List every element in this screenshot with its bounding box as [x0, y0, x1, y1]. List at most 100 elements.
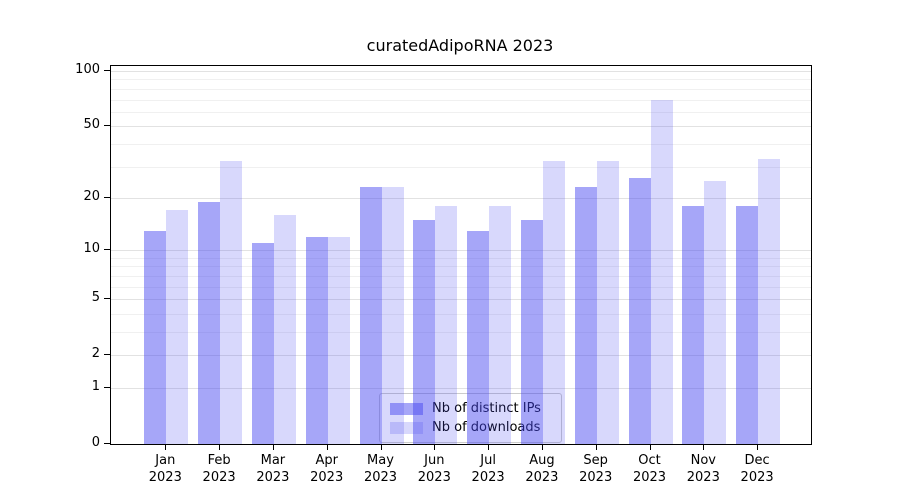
x-axis-label-line: Dec [744, 453, 770, 468]
bar-distinct-ips-apr [305, 236, 328, 444]
x-axis-tick [165, 444, 167, 450]
legend: Nb of distinct IPs Nb of downloads [379, 393, 562, 443]
x-axis-label-jul: Jul 2023 [458, 452, 518, 486]
y-axis-label-5: 5 [91, 290, 100, 306]
x-axis-label-line: 2023 [632, 470, 667, 485]
x-axis-label-line: Sep [583, 453, 608, 468]
y-axis-label-1: 1 [91, 379, 100, 394]
x-axis-tick [703, 444, 705, 450]
x-axis-tick [541, 444, 543, 450]
legend-swatch-distinct-ips [390, 402, 423, 415]
x-axis-label-line: Jul [480, 453, 496, 468]
x-axis-tick [649, 444, 651, 450]
y-axis-label-20: 20 [83, 188, 100, 204]
legend-label-downloads: Nb of downloads [432, 420, 541, 435]
bar-distinct-ips-sep [574, 187, 597, 444]
x-axis-label-line: Aug [529, 453, 555, 468]
x-axis-label-line: Oct [638, 453, 661, 468]
x-axis-tick [595, 444, 597, 450]
plot-area: Nb of distinct IPs Nb of downloads [110, 65, 812, 445]
bar-distinct-ips-may [359, 187, 382, 444]
x-axis-label-line: 2023 [579, 470, 613, 485]
bar-distinct-ips-oct [628, 177, 651, 444]
x-axis-tick [488, 444, 490, 450]
legend-label-distinct-ips: Nb of distinct IPs [432, 401, 541, 416]
x-axis-label-line: Jun [424, 453, 445, 468]
x-axis-tick [219, 444, 221, 450]
gridline-4 [111, 313, 811, 315]
legend-swatch-downloads [390, 421, 423, 434]
gridline-20 [111, 197, 811, 199]
legend-item-distinct-ips: Nb of distinct IPs [390, 400, 553, 417]
bar-distinct-ips-jan [144, 230, 167, 444]
bar-downloads-dec [758, 159, 781, 444]
gridline-30 [111, 166, 811, 168]
x-axis-label-may: May 2023 [351, 452, 411, 486]
x-axis-label-mar: Mar 2023 [243, 452, 303, 486]
bar-downloads-sep [596, 161, 619, 444]
y-axis-tick [104, 70, 111, 71]
gridline-2 [111, 355, 811, 357]
bar-downloads-mar [273, 215, 296, 444]
x-axis-tick [380, 444, 382, 450]
y-axis-tick [104, 354, 111, 356]
bar-downloads-oct [650, 99, 673, 444]
bar-distinct-ips-jul [467, 230, 490, 444]
gridline-10 [111, 250, 811, 252]
x-axis-label-line: 2023 [148, 470, 182, 485]
bar-downloads-jul [489, 206, 512, 444]
x-axis-label-line: Jan [155, 453, 176, 468]
y-axis-tick [104, 298, 111, 300]
y-axis-label-0: 0 [91, 435, 100, 450]
chart-title: curatedAdipoRNA 2023 [366, 36, 554, 55]
bar-distinct-ips-jun [413, 219, 436, 444]
x-axis-label-line: 2023 [310, 470, 344, 485]
y-axis-label-10: 10 [83, 241, 100, 257]
gridline-9 [111, 257, 811, 259]
bar-distinct-ips-dec [736, 206, 759, 444]
bar-downloads-feb [220, 161, 243, 444]
bar-downloads-aug [542, 161, 565, 444]
gridline-90 [111, 79, 811, 81]
x-axis-label-oct: Oct 2023 [620, 452, 680, 486]
gridline-1 [111, 388, 811, 389]
y-axis-label-50: 50 [83, 117, 100, 133]
gridline-7 [111, 275, 811, 277]
x-axis-label-line: 2023 [202, 470, 236, 485]
x-axis-tick [757, 444, 759, 450]
gridline-50 [111, 126, 811, 128]
y-axis-tick [104, 387, 111, 388]
gridline-70 [111, 99, 811, 101]
y-axis-label-100: 100 [75, 62, 100, 77]
y-axis-tick [104, 196, 111, 198]
bar-downloads-apr [327, 236, 350, 444]
x-axis-label-feb: Feb 2023 [189, 452, 249, 486]
x-axis-label-line: 2023 [740, 470, 774, 485]
gridline-60 [111, 111, 811, 113]
bar-distinct-ips-mar [251, 243, 274, 444]
x-axis-label-line: 2023 [256, 470, 290, 485]
gridline-40 [111, 143, 811, 145]
x-axis-label-line: Mar [260, 453, 286, 468]
x-axis-tick [326, 444, 328, 450]
bar-downloads-jan [166, 210, 189, 444]
x-axis-label-jan: Jan 2023 [135, 452, 195, 486]
legend-item-downloads: Nb of downloads [390, 419, 553, 436]
x-axis-label-apr: Apr 2023 [297, 452, 357, 486]
bar-downloads-nov [704, 180, 727, 444]
x-axis-tick [434, 444, 436, 450]
x-axis-label-dec: Dec 2023 [727, 452, 787, 486]
bar-distinct-ips-nov [682, 206, 705, 444]
x-axis-label-sep: Sep 2023 [566, 452, 626, 486]
y-axis-tick [104, 249, 111, 251]
x-axis-label-line: 2023 [363, 470, 398, 485]
x-axis-label-line: Feb [207, 453, 231, 468]
gridline-80 [111, 88, 811, 90]
bar-downloads-jun [435, 206, 458, 444]
x-axis-label-line: 2023 [471, 470, 505, 485]
x-axis-label-line: Apr [315, 453, 338, 468]
gridline-3 [111, 332, 811, 333]
gridline-5 [111, 299, 811, 301]
x-axis-label-line: 2023 [525, 470, 559, 485]
